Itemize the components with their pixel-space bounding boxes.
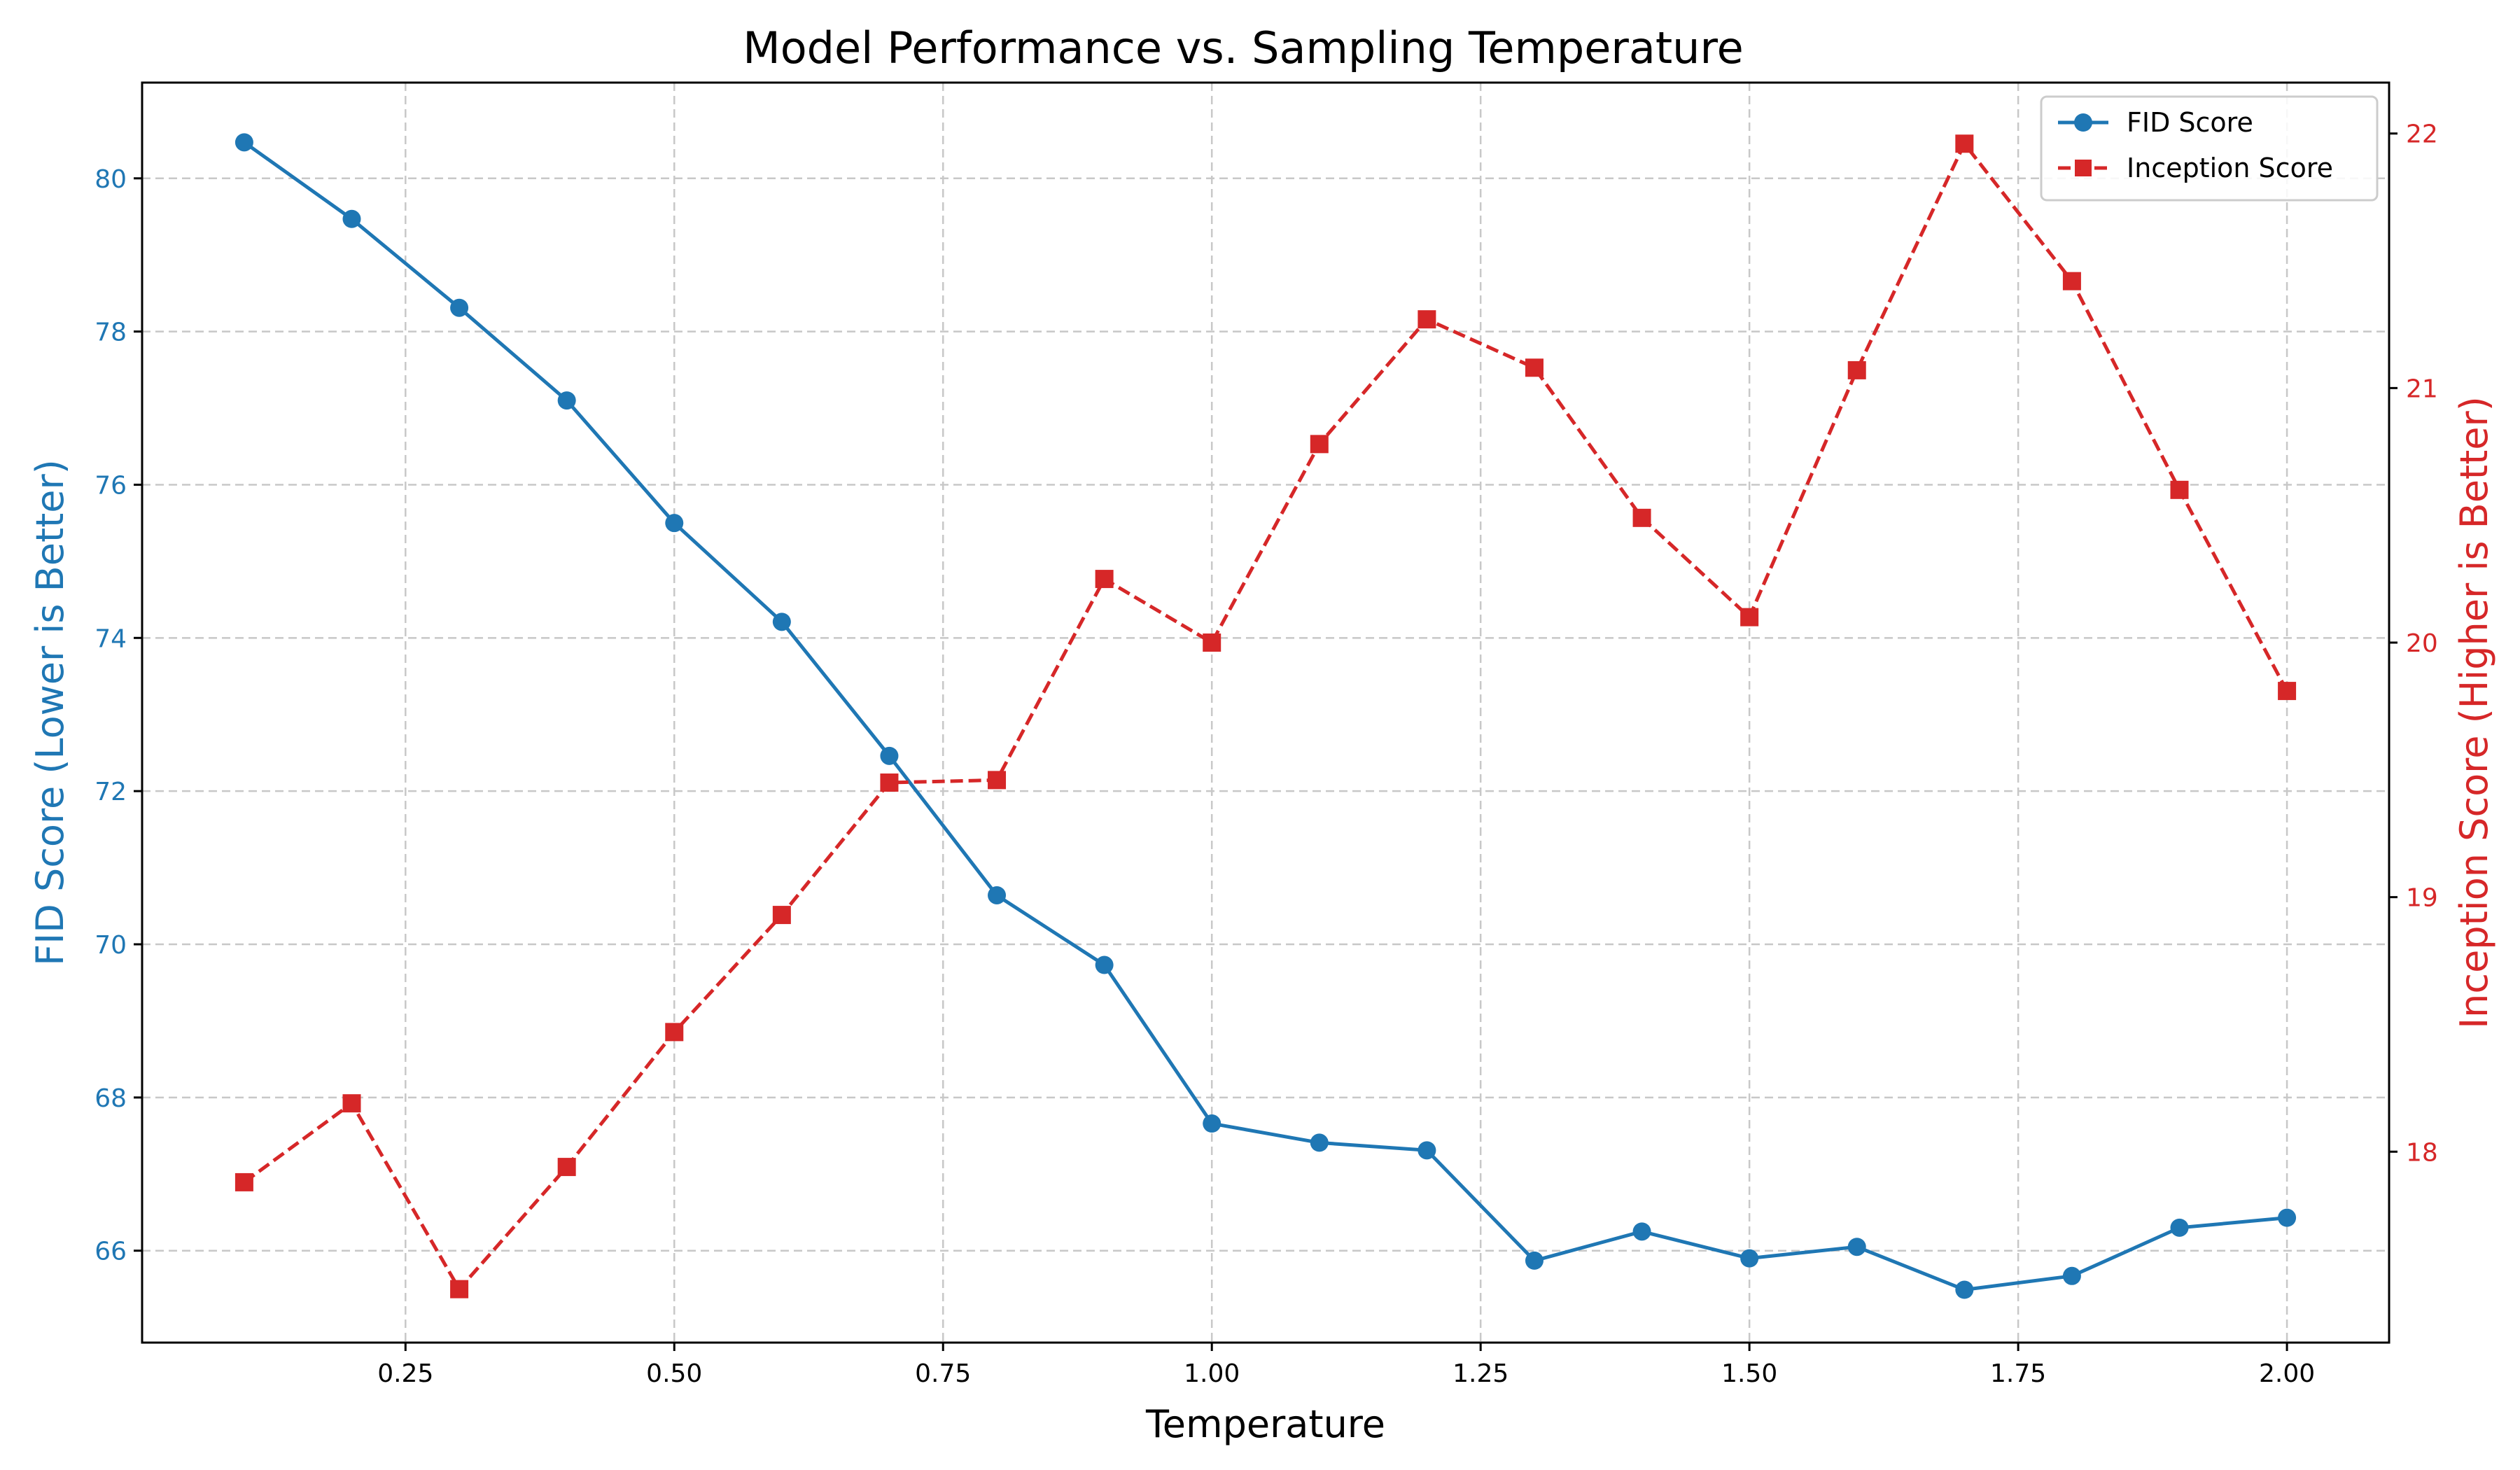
- fid-score-point: [880, 746, 899, 765]
- fid-score-point: [1740, 1249, 1759, 1268]
- y-left-tick-label: 66: [94, 1238, 127, 1266]
- inception-score-point: [1310, 435, 1329, 454]
- y-right-tick-label: 21: [2406, 374, 2438, 403]
- inception-score-point: [665, 1023, 684, 1042]
- fid-score-point: [665, 514, 684, 533]
- inception-score-point: [1632, 508, 1651, 527]
- legend-label-fid: FID Score: [2127, 107, 2253, 138]
- y-left-tick-label: 76: [94, 471, 127, 500]
- y-right-tick-label: 22: [2406, 120, 2438, 149]
- inception-score-point: [880, 774, 899, 792]
- fid-score-point: [1847, 1238, 1866, 1256]
- fid-score-point: [557, 391, 576, 410]
- inception-score-point: [988, 771, 1007, 790]
- legend-fid-marker: [2074, 113, 2092, 132]
- inception-score-point: [2062, 272, 2081, 290]
- x-tick-label: 1.50: [1721, 1359, 1777, 1388]
- fid-score-point: [234, 133, 253, 152]
- fid-score-point: [772, 612, 791, 631]
- inception-score-point: [234, 1172, 253, 1191]
- x-tick-label: 0.50: [646, 1359, 702, 1388]
- inception-score-point: [450, 1280, 469, 1298]
- y-left-tick-label: 80: [94, 165, 127, 194]
- y-right-tick-label: 20: [2406, 629, 2438, 658]
- x-axis-title: Temperature: [1145, 1402, 1385, 1446]
- inception-score-point: [1418, 310, 1436, 329]
- x-tick-label: 0.25: [377, 1359, 433, 1388]
- y-right-tick-label: 19: [2406, 884, 2438, 913]
- fid-score-series-line: [243, 141, 2288, 1292]
- y-left-tick-label: 74: [94, 624, 127, 653]
- fid-score-point: [1310, 1133, 1329, 1152]
- grid: [142, 83, 2389, 1343]
- fid-score-point: [1095, 955, 1114, 974]
- fid-score-point: [1203, 1114, 1222, 1133]
- legend-box: [2040, 95, 2379, 202]
- inception-score-series-line: [243, 141, 2289, 1292]
- y-left-tick-label: 70: [94, 931, 127, 960]
- y-right-tick-label: 18: [2406, 1138, 2438, 1167]
- fid-score-point: [1418, 1141, 1436, 1160]
- inception-score-point: [342, 1094, 361, 1113]
- left-axis-title: FID Score (Lower is Better): [28, 459, 72, 966]
- series-layer: [234, 133, 2297, 1299]
- x-tick-label: 1.00: [1184, 1359, 1240, 1388]
- inception-score-point: [557, 1158, 576, 1177]
- right-axis-title: Inception Score (Higher is Better): [2452, 396, 2496, 1029]
- inception-score-point: [2170, 480, 2189, 499]
- ticks: 0.25 0.50 0.75 1.00 1.25 1.50 1.75 2.00 66 68 70 72…: [94, 120, 2438, 1388]
- fid-score-point: [1632, 1222, 1651, 1241]
- inception-score-point: [1095, 570, 1114, 589]
- y-left-tick-label: 78: [94, 318, 127, 347]
- fid-score-point: [1525, 1251, 1544, 1270]
- x-tick-label: 1.25: [1452, 1359, 1508, 1388]
- fid-score-point: [342, 209, 361, 228]
- inception-score-point: [1847, 360, 1866, 379]
- fid-score-point: [2278, 1208, 2297, 1227]
- inception-score-point: [1203, 634, 1222, 652]
- legend-inception-marker: [2075, 160, 2092, 176]
- inception-score-point: [2278, 682, 2297, 701]
- fid-score-point: [1955, 1280, 1974, 1299]
- plot-frame: [141, 81, 2390, 1344]
- chart-title: Model Performance vs. Sampling Temperatu…: [743, 22, 1744, 74]
- x-tick-label: 2.00: [2259, 1359, 2315, 1388]
- fid-score-point: [2062, 1266, 2081, 1285]
- inception-score-point: [1955, 134, 1974, 153]
- fid-score-point: [988, 886, 1007, 904]
- y-left-tick-label: 68: [94, 1084, 127, 1113]
- legend: FID Score Inception Score: [2040, 95, 2379, 202]
- y-left-tick-label: 72: [94, 778, 127, 806]
- x-tick-label: 1.75: [1990, 1359, 2046, 1388]
- inception-score-point: [772, 906, 791, 925]
- inception-score-point: [1525, 358, 1544, 377]
- x-tick-label: 0.75: [915, 1359, 971, 1388]
- inception-score-point: [1740, 608, 1759, 626]
- legend-label-inception: Inception Score: [2127, 153, 2333, 183]
- fid-score-point: [450, 298, 469, 317]
- fid-score-point: [2170, 1218, 2189, 1237]
